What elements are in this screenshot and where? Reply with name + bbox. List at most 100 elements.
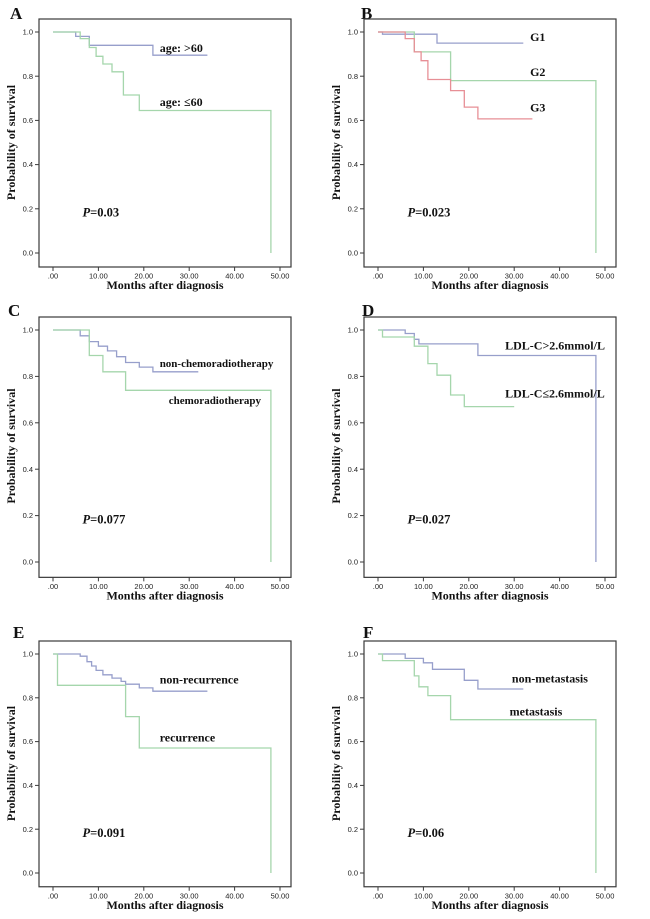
y-tick-label: 0.8 (23, 372, 33, 381)
y-tick-label: 0.2 (348, 825, 358, 834)
panel-letter-b: B (361, 4, 372, 23)
x-tick-label: 50.00 (596, 272, 615, 281)
y-axis-title: Probability of survival (329, 84, 343, 200)
y-tick-label: 0.4 (23, 160, 33, 169)
plot-box (363, 640, 617, 888)
y-tick-label: 0.6 (348, 418, 358, 427)
panel-d: D .00 10.00 20.00 30.00 40.00 50.00 0.0 0.2 0.4 0.… (325, 300, 650, 610)
panel-f: F .00 10.00 20.00 30.00 40.00 50.00 0.0 0.2 0.4 0.… (325, 610, 650, 919)
series-g2-curve (378, 31, 597, 253)
y-tick-label: 0.4 (348, 465, 358, 474)
x-tick-label: 40.00 (550, 891, 569, 900)
series-ldl-c-2-6mmol-l-curve (378, 329, 515, 408)
y-tick-label: 1.0 (348, 650, 358, 659)
p-value-label: P=0.03 (83, 206, 120, 220)
series-metastasis-curve (378, 653, 597, 873)
x-tick-label: 10.00 (89, 582, 108, 591)
y-tick-label: 0.0 (348, 249, 358, 258)
x-tick-label: 40.00 (225, 891, 244, 900)
y-tick-label: 0.6 (348, 737, 358, 746)
y-tick-label: 0.0 (348, 869, 358, 878)
x-tick-label: 10.00 (89, 272, 108, 281)
plot-box (38, 18, 292, 268)
x-axis-title: Months after diagnosis (106, 898, 223, 912)
series-ldl-c-2-6mmol-l-label: LDL-C≤2.6mmol/L (505, 386, 605, 400)
p-value-label: P=0.06 (408, 826, 445, 840)
y-tick-label: 1.0 (23, 650, 33, 659)
y-tick-label: 1.0 (348, 326, 358, 335)
series-recurrence-label: recurrence (160, 731, 216, 745)
series-metastasis-label: metastasis (510, 704, 563, 718)
km-chart-f: F .00 10.00 20.00 30.00 40.00 50.00 0.0 0.2 0.4 0.… (329, 623, 617, 912)
x-tick-label: .00 (48, 891, 58, 900)
y-tick-label: 0.2 (23, 825, 33, 834)
x-axis-title: Months after diagnosis (106, 278, 223, 292)
panel-c: C .00 10.00 20.00 30.00 40.00 50.00 0.0 0.2 0.4 0.… (0, 300, 325, 610)
x-tick-label: .00 (48, 272, 58, 281)
x-tick-label: 20.00 (134, 272, 153, 281)
x-tick-label: 10.00 (414, 582, 433, 591)
p-value-label: P=0.091 (83, 826, 126, 840)
p-value-label: P=0.077 (83, 513, 126, 527)
x-tick-label: 50.00 (271, 272, 290, 281)
p-value-label: P=0.027 (408, 513, 451, 527)
y-tick-label: 0.0 (23, 249, 33, 258)
x-tick-label: 40.00 (225, 272, 244, 281)
panel-letter-a: A (10, 4, 23, 23)
series-non-recurrence-curve (53, 653, 208, 692)
y-tick-label: 0.6 (23, 116, 33, 125)
series-g3-label: G3 (530, 101, 545, 115)
x-tick-label: 20.00 (459, 272, 478, 281)
y-tick-label: 0.8 (348, 372, 358, 381)
y-tick-label: 0.0 (23, 558, 33, 567)
x-tick-label: 10.00 (414, 891, 433, 900)
km-chart-a: A .00 10.00 20.00 30.00 40.00 50.00 0.0 0.2 0.4 0.… (4, 4, 292, 292)
x-tick-label: 10.00 (89, 891, 108, 900)
series-age-60-label: age: ≤60 (160, 95, 203, 109)
x-tick-label: .00 (373, 272, 383, 281)
x-tick-label: 20.00 (134, 891, 153, 900)
series-non-metastasis-label: non-metastasis (512, 671, 588, 685)
plot-box (38, 640, 292, 888)
x-tick-label: 50.00 (271, 891, 290, 900)
km-chart-b: B .00 10.00 20.00 30.00 40.00 50.00 0.0 0.2 0.4 0.… (329, 4, 617, 292)
series-ldl-c-2-6mmol-l-curve (378, 329, 597, 562)
panel-letter-c: C (8, 301, 20, 320)
x-axis-title: Months after diagnosis (431, 278, 548, 292)
y-tick-label: 0.8 (23, 72, 33, 81)
km-chart-e: E .00 10.00 20.00 30.00 40.00 50.00 0.0 0.2 0.4 0.… (4, 623, 292, 912)
plot-box (363, 18, 617, 268)
x-tick-label: 20.00 (459, 891, 478, 900)
y-tick-label: 0.6 (23, 418, 33, 427)
y-tick-label: 0.2 (348, 511, 358, 520)
x-tick-label: 10.00 (414, 272, 433, 281)
y-tick-label: 0.2 (23, 511, 33, 520)
y-tick-label: 0.8 (23, 693, 33, 702)
x-tick-label: 30.00 (180, 891, 199, 900)
plot-box (38, 316, 292, 578)
km-chart-c: C .00 10.00 20.00 30.00 40.00 50.00 0.0 0.2 0.4 0.… (4, 301, 292, 602)
panel-a: A .00 10.00 20.00 30.00 40.00 50.00 0.0 0.2 0.4 0.… (0, 0, 325, 300)
y-tick-label: 0.4 (348, 781, 358, 790)
x-tick-label: 20.00 (459, 582, 478, 591)
x-axis-title: Months after diagnosis (431, 898, 548, 912)
x-tick-label: 30.00 (505, 272, 524, 281)
series-ldl-c-2-6mmol-l-label: LDL-C>2.6mmol/L (505, 339, 605, 353)
series-non-chemoradiotherapy-curve (53, 329, 199, 373)
series-non-metastasis-curve (378, 653, 524, 690)
y-tick-label: 0.4 (348, 160, 358, 169)
y-tick-label: 0.8 (348, 693, 358, 702)
x-tick-label: 40.00 (550, 582, 569, 591)
series-chemoradiotherapy-label: chemoradiotherapy (169, 395, 262, 407)
series-age-60-curve (53, 31, 272, 253)
panel-letter-d: D (362, 301, 374, 320)
x-tick-label: 50.00 (271, 582, 290, 591)
y-tick-label: 0.4 (23, 465, 33, 474)
panel-e: E .00 10.00 20.00 30.00 40.00 50.00 0.0 0.2 0.4 0.… (0, 610, 325, 919)
y-tick-label: 1.0 (23, 326, 33, 335)
y-tick-label: 0.2 (23, 204, 33, 213)
y-axis-title: Probability of survival (4, 705, 18, 821)
y-tick-label: 0.0 (348, 558, 358, 567)
y-axis-title: Probability of survival (4, 84, 18, 200)
